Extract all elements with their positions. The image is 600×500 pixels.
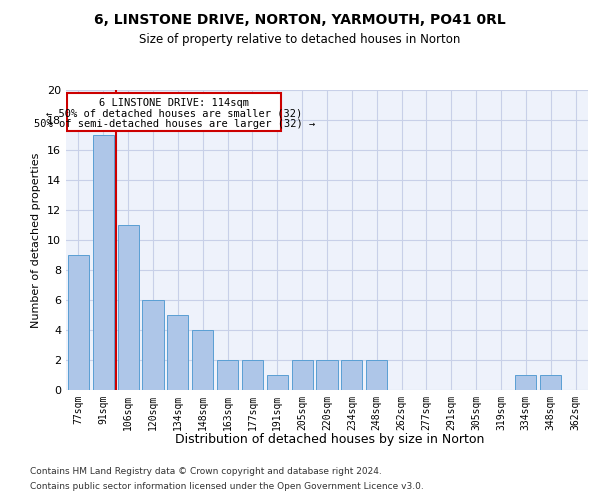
Bar [341,360,362,390]
Text: Distribution of detached houses by size in Norton: Distribution of detached houses by size … [175,432,485,446]
Bar [540,375,561,390]
Bar [118,225,139,390]
Text: Size of property relative to detached houses in Norton: Size of property relative to detached ho… [139,32,461,46]
Bar [242,360,263,390]
Bar [142,300,164,390]
Bar [67,93,281,130]
Bar [292,360,313,390]
Bar [192,330,213,390]
Bar [68,255,89,390]
Bar [316,360,338,390]
Bar [515,375,536,390]
Text: Contains public sector information licensed under the Open Government Licence v3: Contains public sector information licen… [30,482,424,491]
Text: 50% of semi-detached houses are larger (32) →: 50% of semi-detached houses are larger (… [34,119,315,129]
Text: 6, LINSTONE DRIVE, NORTON, YARMOUTH, PO41 0RL: 6, LINSTONE DRIVE, NORTON, YARMOUTH, PO4… [94,12,506,26]
Bar [366,360,387,390]
Bar [217,360,238,390]
Text: 6 LINSTONE DRIVE: 114sqm: 6 LINSTONE DRIVE: 114sqm [99,98,249,108]
Bar [267,375,288,390]
Text: Contains HM Land Registry data © Crown copyright and database right 2024.: Contains HM Land Registry data © Crown c… [30,467,382,476]
Bar [93,135,114,390]
Text: ← 50% of detached houses are smaller (32): ← 50% of detached houses are smaller (32… [46,109,302,118]
Bar [167,315,188,390]
Y-axis label: Number of detached properties: Number of detached properties [31,152,41,328]
